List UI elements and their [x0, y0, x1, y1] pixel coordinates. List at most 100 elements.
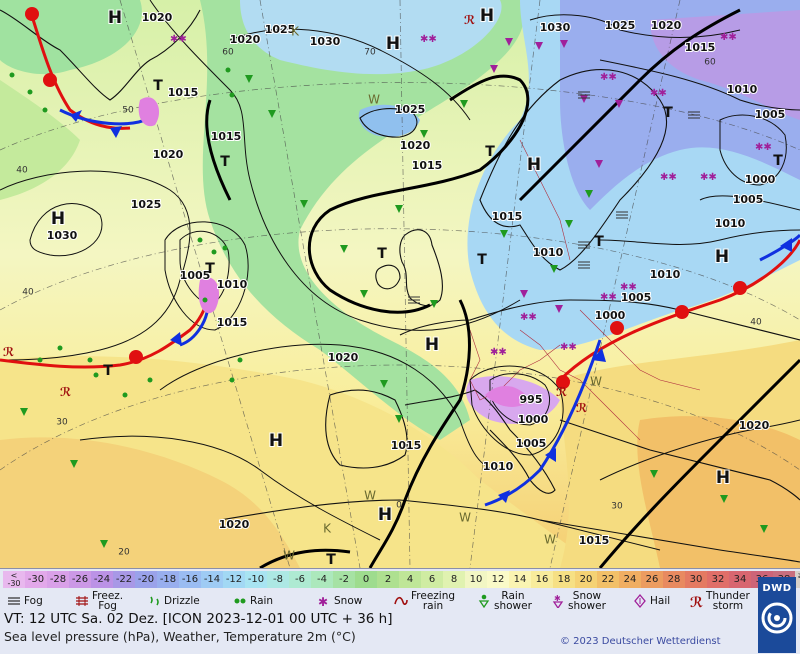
temperature-scale-cell: 22 — [597, 571, 619, 588]
svg-text:ℛ: ℛ — [556, 385, 567, 399]
trough-label: T — [326, 552, 336, 568]
isotherm-label: 60 — [704, 58, 716, 68]
freezing-fog-icon — [75, 594, 89, 608]
pressure-label: 1005 — [516, 437, 547, 450]
pressure-label: 1020 — [400, 139, 431, 152]
svg-text:✱✱: ✱✱ — [660, 172, 677, 183]
temp-zone-orange-sw — [0, 437, 300, 568]
pressure-label: 1010 — [483, 460, 514, 473]
temperature-scale-cell: 0 — [355, 571, 377, 588]
scandinavia-coast — [479, 69, 667, 271]
weather-symbols: ✱✱ ✱✱✱✱ ✱✱✱✱✱✱ ✱✱✱✱✱✱ ✱✱✱✱ ✱✱ ✱✱ ℛℛ ℛℛ ℛ — [3, 13, 772, 548]
pressure-label: 1000 — [745, 173, 776, 186]
pressure-label: 1000 — [518, 413, 549, 426]
greenland-coast — [0, 9, 201, 101]
temperature-scale-cell: ≥40 °C — [795, 571, 800, 588]
grid-line-70n — [0, 82, 800, 151]
svg-text:ℛ: ℛ — [60, 385, 71, 399]
thunderstorm-icon: ℛ — [689, 594, 703, 608]
temperature-scale-cell: -2 — [333, 571, 355, 588]
temp-zone-iceland-cold — [358, 104, 420, 137]
pressure-label: 1015 — [168, 86, 199, 99]
isobar-1025-west — [0, 170, 191, 361]
legend-item-hail: Hail — [633, 590, 670, 612]
pressure-label: 1025 — [131, 198, 162, 211]
balkan-coast — [559, 419, 800, 501]
border-line-4 — [519, 139, 571, 261]
north-europe-coast — [399, 299, 800, 341]
weather-letter-label: W — [459, 511, 471, 525]
temperature-scale-cell: 26 — [641, 571, 663, 588]
isobar-1020-se — [599, 419, 800, 481]
pressure-label: 1015 — [217, 316, 248, 329]
weather-symbol-legend: Fog Freez. Fog Drizzle Rain ✱ Snow Freezing ra… — [3, 590, 753, 612]
grid-line-50n — [0, 364, 800, 471]
svg-text:✱✱: ✱✱ — [520, 312, 537, 323]
temperature-scale-cell: < -30 — [3, 571, 25, 588]
pressure-label: 1020 — [328, 351, 359, 364]
pressure-label: 1015 — [391, 439, 422, 452]
map-canvas: ✱✱ ✱✱✱✱ ✱✱✱✱✱✱ ✱✱✱✱✱✱ ✱✱✱✱ ✱✱ ✱✱ ℛℛ ℛℛ ℛ 6… — [0, 0, 800, 568]
temperature-scale-cell: 10 — [465, 571, 487, 588]
bold-isobar-1015-central — [307, 74, 530, 314]
svg-text:ℛ: ℛ — [690, 595, 703, 608]
cold-front-triangle — [110, 126, 122, 138]
legend-item-label: Fog — [24, 595, 43, 607]
isotherm-label: 70 — [364, 48, 376, 58]
temperature-scale-cell: 14 — [509, 571, 531, 588]
pressure-label: 1020 — [219, 518, 250, 531]
pressure-label: 1020 — [153, 148, 184, 161]
svg-text:ℛ: ℛ — [3, 345, 14, 359]
high-pressure-label: H — [108, 8, 122, 28]
rain-dots — [9, 67, 243, 398]
trough-label: T — [205, 261, 215, 277]
snow-shower-icon: ✱ — [551, 594, 565, 608]
bold-isobar-trough-south — [259, 548, 351, 568]
isobars — [0, 0, 800, 551]
high-pressure-label: H — [51, 209, 65, 229]
temperature-scale-cell: -6 — [289, 571, 311, 588]
logo-text: DWD — [762, 583, 792, 594]
legend-item-label: Hail — [650, 595, 671, 607]
isobar-1020-main — [149, 0, 521, 331]
warm-front-bump — [733, 281, 747, 295]
pressure-label: 1030 — [540, 21, 571, 34]
pressure-label: 1005 — [180, 269, 211, 282]
legend-item-rain: Rain — [233, 590, 273, 612]
temperature-scale-cell: 8 — [443, 571, 465, 588]
temperature-scale-cell: 20 — [575, 571, 597, 588]
temperature-scale-cell: 32 — [707, 571, 729, 588]
cold-front-triangle — [170, 332, 182, 346]
drizzle-icon — [147, 594, 161, 608]
svg-text:✱✱: ✱✱ — [720, 32, 737, 43]
legend-item-freezing-rain: Freezing rain — [394, 590, 455, 612]
snow-band-greenland — [138, 97, 160, 127]
pressure-label: 1010 — [650, 268, 681, 281]
legend-item-label: Snow shower — [568, 590, 606, 612]
fog-icon — [7, 594, 21, 608]
svg-text:✱✱: ✱✱ — [560, 342, 577, 353]
temperature-scale-cell: -28 — [47, 571, 69, 588]
legend-item-snow-shower: ✱ Snow shower — [551, 590, 606, 612]
high-pressure-label: H — [425, 335, 439, 355]
pressure-label: 1015 — [579, 534, 610, 547]
legend-panel: < -30 -30 -28 -26 -24 -22 -20 -18 -16 -14 -12 -10 -8… — [0, 568, 800, 654]
legend-item-label: Freez. Fog — [92, 590, 124, 612]
temperature-scale-cell: 12 — [487, 571, 509, 588]
pressure-label: 1010 — [727, 83, 758, 96]
trough-label: T — [594, 234, 604, 250]
weather-letter-label: W — [368, 93, 380, 107]
isotherm-label: 40 — [750, 318, 762, 328]
bold-isobar-1015-east — [598, 358, 800, 568]
grid-line-20e — [549, 0, 681, 568]
cold-front-triangle — [70, 110, 82, 122]
temp-zone-green-central — [200, 0, 524, 440]
copyright: © 2023 Deutscher Wetterdienst — [560, 636, 721, 647]
svg-text:✱✱: ✱✱ — [755, 142, 772, 153]
snow-band-west — [198, 277, 220, 314]
isotherm-label: 40 — [22, 288, 34, 298]
temp-zone-light-west — [0, 80, 80, 200]
pressure-label: 1010 — [715, 217, 746, 230]
